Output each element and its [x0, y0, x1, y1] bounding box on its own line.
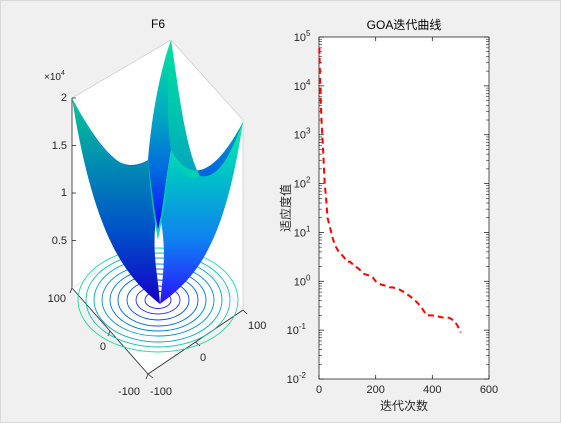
- x-axis-label: 迭代次数: [380, 398, 428, 413]
- surface: [72, 40, 243, 304]
- y-tick-label: 100: [248, 320, 266, 332]
- xy-ticks: [69, 287, 248, 380]
- y-tick-label: 101: [294, 224, 311, 239]
- surface-top-face: [72, 40, 243, 230]
- z-tick-label: 1.5: [52, 140, 67, 152]
- x-tick-label: -100: [118, 386, 140, 398]
- y-tick-label: -100: [150, 386, 172, 398]
- y-tick-label: 105: [294, 29, 311, 44]
- plot-area: [318, 36, 490, 380]
- x-tick-label: 0: [100, 341, 106, 353]
- y-tick-label: 10-2: [287, 371, 307, 386]
- y-tick-label: 100: [294, 273, 311, 288]
- axis-ticks: [318, 36, 490, 380]
- x-tick-label: 200: [366, 384, 384, 396]
- surface-left-face: [72, 98, 160, 304]
- z-ticks: [72, 97, 76, 241]
- z-tick-label: 1: [61, 187, 67, 199]
- left-plot-title: F6: [151, 17, 165, 31]
- y-axis-label: 适应度值: [278, 184, 293, 232]
- x-tick-label: 400: [423, 384, 441, 396]
- surface-peak-highlight: [167, 40, 200, 179]
- surface-plot-axes: F6 ×104 2 1.5 1 0.5 -100 0 100 100 0 -10…: [44, 17, 266, 398]
- z-tick-label: 0.5: [52, 235, 67, 247]
- x-tick-label: 100: [48, 293, 66, 305]
- x-tick-labels: 0 200 400 600: [316, 384, 498, 396]
- x-tick-label: 0: [316, 384, 322, 396]
- y-tick-label: 0: [200, 352, 206, 364]
- right-plot-title: GOA迭代曲线: [367, 18, 442, 32]
- surface-ridge: [148, 150, 171, 240]
- y-tick-label: 103: [294, 127, 311, 142]
- x-tick-label: 600: [480, 384, 498, 396]
- surface-right-face: [158, 122, 243, 304]
- y-tick-labels: 105 104 103 102 101 100 10-1 10-2: [287, 29, 311, 386]
- convergence-plot-axes: GOA迭代曲线 迭代次数 适应度值 0 200 400 600 10510410310…: [278, 18, 498, 413]
- z-tick-label: 2: [61, 92, 67, 104]
- z-multiplier-label: ×104: [44, 70, 65, 83]
- series-line-goa: [318, 47, 462, 333]
- y-tick-label: 10-1: [287, 322, 307, 337]
- y-tick-label: 104: [294, 78, 311, 93]
- y-tick-label: 102: [294, 176, 311, 191]
- floor-contours: [77, 247, 239, 353]
